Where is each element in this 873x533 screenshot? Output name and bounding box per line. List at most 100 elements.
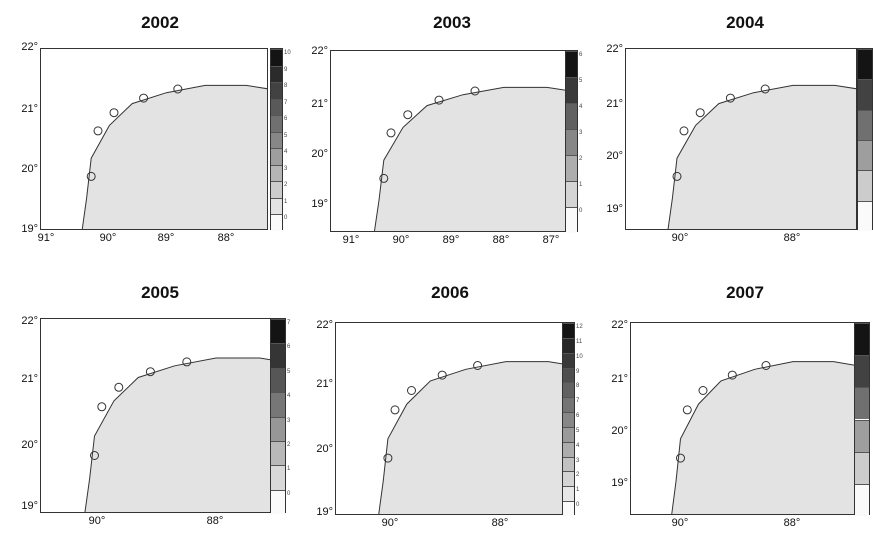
colorbar-segment	[563, 382, 574, 398]
panel-title: 2004	[726, 13, 764, 32]
colorbar-segment	[563, 456, 574, 472]
y-tick-label: 22°	[316, 319, 333, 331]
colorbar-segment	[563, 323, 574, 338]
contour-mark	[437, 370, 447, 380]
colorbar-tick-label: 11	[576, 338, 583, 345]
y-tick-label: 19°	[316, 506, 333, 518]
land-shape	[378, 361, 570, 514]
x-tick-label: 90°	[99, 232, 117, 244]
colorbar-segment	[858, 79, 872, 110]
colorbar-tick-label: 6	[287, 344, 291, 351]
contour-mark	[390, 405, 400, 415]
map-canvas	[84, 357, 282, 512]
colorbar-segment	[858, 49, 872, 80]
map-canvas	[81, 84, 267, 229]
contour-mark	[679, 126, 689, 136]
colorbar-segment	[271, 214, 282, 231]
colorbar	[857, 48, 873, 231]
y-tick-label: 20°	[611, 425, 628, 437]
colorbar-tick-label: 12	[576, 324, 583, 330]
colorbar-tick-label: 8	[576, 383, 580, 390]
x-tick-label: 90°	[392, 234, 410, 246]
colorbar-segment	[855, 419, 869, 452]
colorbar-tick-label: 6	[284, 116, 288, 123]
colorbar-segment	[271, 367, 285, 393]
colorbar-tick-label: 2	[576, 472, 580, 479]
contour-mark	[90, 451, 99, 460]
map-frame	[330, 50, 570, 232]
x-tick-label: 90°	[671, 517, 689, 529]
colorbar-segment	[566, 51, 577, 77]
contour-mark	[386, 128, 396, 138]
colorbar-tick-label: 10	[284, 50, 291, 56]
land-shape	[81, 84, 267, 229]
contour-mark	[434, 95, 444, 105]
colorbar-segment	[855, 451, 869, 484]
colorbar-tick-label: 3	[579, 130, 583, 136]
colorbar-tick-label: 0	[284, 215, 288, 222]
colorbar-segment	[271, 319, 285, 344]
contour-mark	[109, 108, 119, 118]
colorbar-segment	[271, 416, 285, 441]
panel-title: 2002	[141, 13, 179, 32]
x-tick-label: 89°	[157, 232, 175, 244]
contour-mark	[698, 386, 708, 395]
colorbar-segment	[855, 387, 869, 420]
contour-mark	[682, 405, 692, 415]
map-frame	[625, 48, 857, 230]
x-tick-label: 91°	[342, 234, 360, 246]
colorbar-segment	[855, 323, 869, 356]
colorbar-segment	[563, 501, 574, 516]
colorbar-segment	[566, 181, 577, 207]
colorbar-tick-label: 2	[579, 156, 583, 162]
map-canvas	[373, 86, 569, 231]
colorbar-segment	[563, 367, 574, 383]
x-tick-label: 90°	[381, 517, 399, 529]
contour-mark	[182, 357, 192, 367]
x-tick-label: 88°	[783, 517, 801, 529]
contour-mark	[403, 110, 413, 120]
colorbar-segment	[563, 471, 574, 487]
y-tick-label: 19°	[606, 203, 623, 215]
colorbar	[854, 322, 870, 516]
y-tick-label: 22°	[311, 45, 328, 57]
colorbar-segment	[858, 109, 872, 140]
y-tick-label: 19°	[311, 198, 328, 210]
x-tick-label: 88°	[217, 232, 235, 244]
y-tick-label: 19°	[21, 223, 38, 235]
colorbar-segment	[271, 164, 282, 182]
colorbar-segment	[566, 77, 577, 103]
colorbar-segment	[271, 98, 282, 116]
panel-title: 2003	[433, 13, 471, 32]
land-shape	[373, 86, 569, 231]
colorbar-tick-label: 3	[576, 457, 580, 464]
x-tick-label: 88°	[783, 232, 801, 244]
colorbar-segment	[566, 129, 577, 155]
contour-mark	[725, 93, 735, 103]
land-shape	[671, 361, 854, 514]
colorbar-segment	[271, 115, 282, 132]
colorbar-tick-label: 6	[579, 52, 583, 58]
colorbar-tick-label: 9	[576, 368, 580, 375]
contour-mark	[470, 86, 480, 96]
colorbar-segment	[563, 426, 574, 442]
y-tick-label: 20°	[21, 163, 38, 175]
map-canvas	[671, 361, 854, 514]
contour-mark	[383, 453, 393, 463]
panel-title: 2007	[726, 283, 764, 302]
map-canvas	[378, 361, 570, 514]
contour-mark	[695, 108, 705, 118]
contour-mark	[145, 367, 155, 377]
land-shape	[667, 84, 856, 229]
contour-mark	[727, 370, 737, 380]
y-tick-label: 22°	[611, 319, 628, 331]
x-tick-label: 89°	[442, 234, 460, 246]
x-tick-label: 87°	[542, 234, 560, 246]
colorbar-segment	[271, 343, 285, 368]
contour-mark	[760, 84, 770, 94]
colorbar-tick-label: 0	[287, 490, 291, 497]
colorbar-tick-label: 10	[576, 353, 583, 360]
colorbar-tick-label: 6	[576, 413, 580, 420]
colorbar-segment	[271, 489, 285, 514]
contour-mark	[173, 84, 183, 94]
